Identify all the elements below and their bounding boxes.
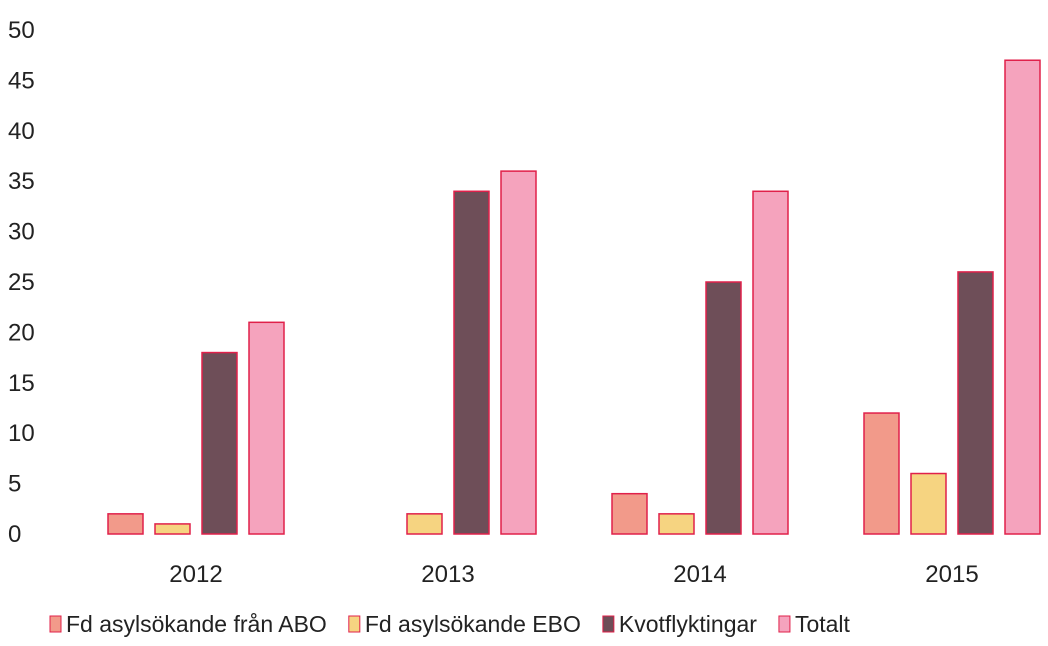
y-tick-label: 10 [8, 420, 35, 447]
legend-label: Totalt [795, 611, 851, 637]
y-tick-label: 50 [8, 17, 35, 44]
bar [752, 190, 789, 535]
x-tick-label: 2015 [925, 561, 978, 588]
bar [863, 412, 900, 535]
x-tick-label: 2014 [673, 561, 726, 588]
bar [658, 513, 695, 535]
bar [453, 190, 490, 535]
y-tick-label: 25 [8, 269, 35, 296]
bar [107, 513, 144, 535]
legend-label: Kvotflyktingar [619, 611, 757, 637]
y-tick-label: 20 [8, 319, 35, 346]
bar [705, 281, 742, 535]
bar [154, 523, 191, 535]
bar [500, 170, 537, 535]
legend-swatch [602, 615, 615, 633]
bar [910, 472, 947, 535]
x-tick-label: 2012 [169, 561, 222, 588]
y-tick-label: 15 [8, 370, 35, 397]
y-tick-label: 5 [8, 471, 21, 498]
bar [201, 351, 238, 535]
bar [1004, 59, 1041, 535]
y-tick-label: 35 [8, 168, 35, 195]
y-tick-label: 45 [8, 67, 35, 94]
bar [957, 271, 994, 535]
legend: Fd asylsökande från ABO Fd asylsökande EB… [49, 611, 851, 637]
y-tick-label: 0 [8, 521, 21, 548]
x-tick-label: 2013 [421, 561, 474, 588]
legend-swatch [778, 615, 791, 633]
x-axis-labels: 2012 2013 2014 2015 [169, 561, 978, 588]
legend-swatch [348, 615, 361, 633]
bar [406, 513, 443, 535]
legend-swatch [49, 615, 62, 633]
y-axis-ticks: 0 5 10 15 20 25 30 35 40 45 50 [8, 17, 35, 548]
legend-label: Fd asylsökande EBO [365, 611, 581, 637]
bars [107, 59, 1041, 535]
y-tick-label: 40 [8, 118, 35, 145]
y-tick-label: 30 [8, 219, 35, 246]
legend-label: Fd asylsökande från ABO [66, 611, 327, 637]
bar [611, 492, 648, 535]
bar [248, 321, 285, 535]
